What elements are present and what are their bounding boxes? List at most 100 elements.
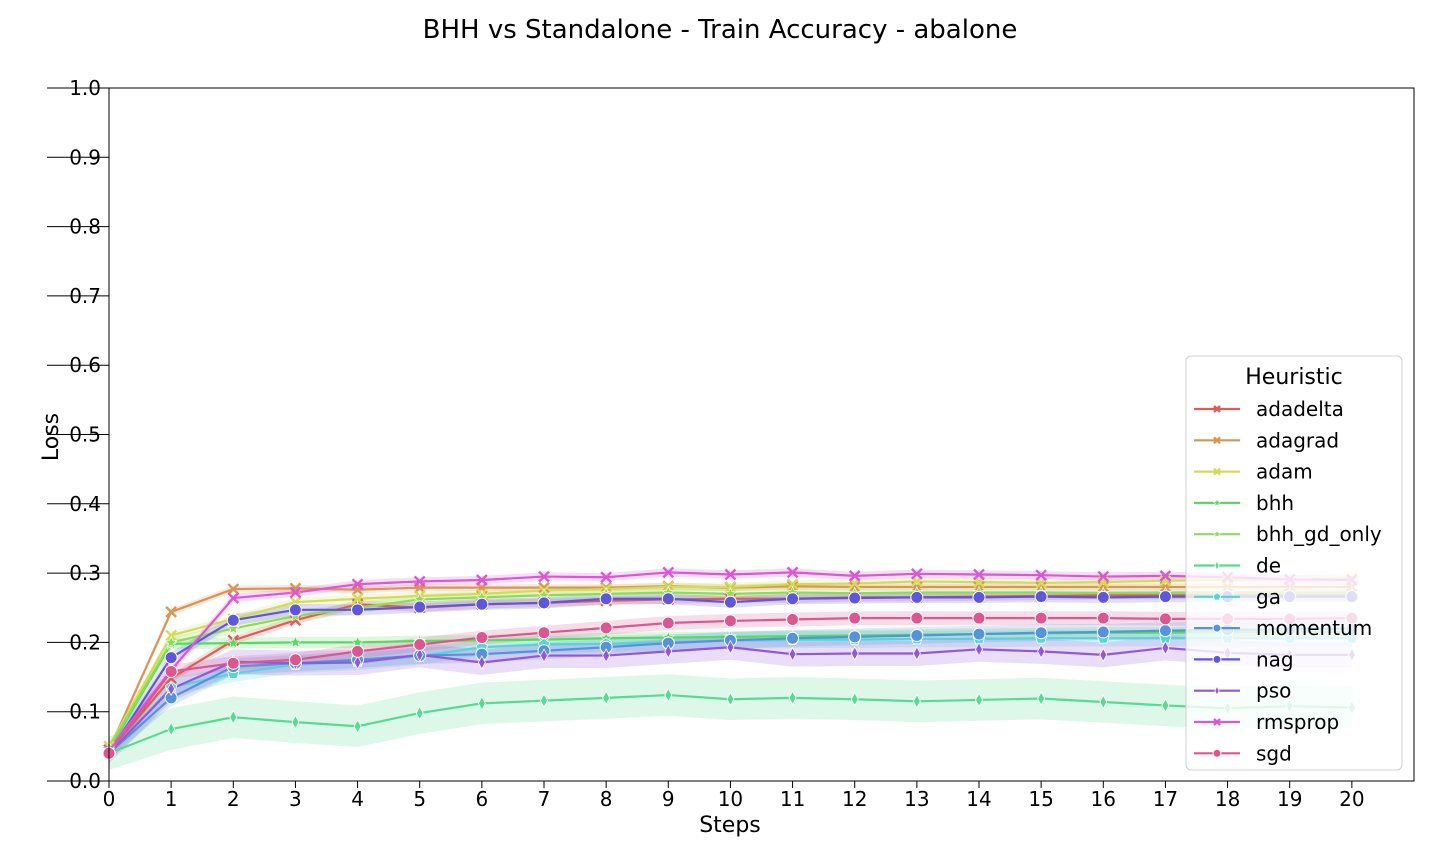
point-rmsprop — [848, 570, 861, 582]
band-ga — [109, 629, 1352, 760]
point-momentum — [786, 631, 800, 645]
point-rmsprop — [911, 567, 923, 580]
point-momentum — [910, 628, 924, 642]
legend-label-momentum: momentum — [1256, 616, 1372, 640]
point-rmsprop — [413, 575, 426, 588]
legend-marker-nag — [1212, 654, 1222, 664]
legend-label-adam: adam — [1256, 460, 1313, 484]
point-adadelta — [289, 614, 302, 627]
point-bhh — [288, 635, 302, 648]
point-nag — [413, 600, 427, 614]
legend-box — [1185, 355, 1403, 771]
point-sgd — [723, 614, 737, 628]
point-sgd — [972, 611, 986, 625]
point-rmsprop — [600, 571, 612, 584]
point-de — [602, 690, 611, 706]
point-de — [1161, 698, 1170, 713]
point-sgd — [661, 616, 675, 630]
y-tick-label: 0.6 — [69, 353, 101, 377]
point-de — [1099, 694, 1108, 710]
point-pso — [726, 639, 735, 655]
point-pso — [850, 646, 859, 661]
point-de — [477, 696, 486, 711]
point-de — [540, 693, 548, 708]
point-bhh-gd-only — [226, 621, 240, 635]
point-pso — [415, 647, 424, 663]
x-tick-label: 10 — [718, 787, 743, 811]
point-rmsprop — [289, 586, 302, 599]
band-pso — [109, 634, 1352, 764]
point-adam — [165, 629, 177, 642]
legend-marker-adagrad — [1213, 436, 1221, 445]
point-de — [726, 691, 735, 707]
point-sgd — [599, 621, 613, 635]
x-tick-label: 14 — [966, 787, 991, 811]
x-tick-label: 11 — [780, 787, 805, 811]
x-tick-label: 19 — [1277, 787, 1302, 811]
x-tick-label: 1 — [165, 787, 178, 811]
x-axis-ticks: 0 1 2 3 4 5 6 7 8 9 10 11 12 13 14 15 16 17 18 19 20 — [103, 781, 1365, 811]
point-adam — [1159, 574, 1172, 587]
legend-item-sgd: sgd — [1194, 741, 1292, 765]
point-bhh — [226, 636, 240, 649]
point-momentum — [848, 630, 862, 644]
point-sgd — [848, 611, 862, 625]
point-de — [850, 691, 859, 707]
y-tick-label: 0.1 — [69, 700, 101, 724]
legend-item-adam: adam — [1194, 460, 1313, 484]
point-pso — [602, 648, 611, 663]
legend-marker-ga — [1212, 592, 1222, 601]
legend-item-pso: pso — [1194, 679, 1291, 703]
point-momentum — [1034, 626, 1048, 640]
point-rmsprop — [786, 566, 799, 579]
point-sgd — [1034, 611, 1048, 625]
point-pso — [975, 641, 983, 657]
x-tick-label: 7 — [538, 787, 551, 811]
y-tick-label: 0.3 — [69, 561, 101, 585]
legend-item-de: de — [1194, 554, 1281, 578]
point-rmsprop — [724, 568, 737, 581]
x-tick-label: 13 — [904, 787, 929, 811]
point-sgd — [475, 631, 489, 645]
legend-item-ga: ga — [1194, 585, 1281, 609]
point-nag — [1034, 590, 1048, 604]
x-tick-label: 12 — [842, 787, 867, 811]
x-axis-label: Steps — [699, 813, 761, 838]
legend-label-bhh-gd-only: bhh_gd_only — [1256, 522, 1382, 546]
point-adagrad — [289, 582, 302, 595]
point-nag — [786, 592, 800, 606]
point-rmsprop — [662, 566, 675, 579]
x-tick-label: 9 — [662, 787, 675, 811]
point-de — [167, 721, 176, 737]
x-tick-label: 6 — [475, 787, 488, 811]
point-sgd — [537, 626, 551, 640]
point-de — [291, 714, 300, 730]
legend-label-pso: pso — [1256, 679, 1291, 703]
point-rmsprop — [1097, 570, 1110, 583]
point-rmsprop — [1035, 569, 1047, 582]
point-momentum — [972, 627, 986, 641]
x-tick-label: 5 — [413, 787, 426, 811]
legend-marker-rmsprop — [1213, 718, 1221, 726]
point-nag — [537, 596, 551, 610]
point-de — [788, 690, 797, 706]
point-de — [975, 692, 983, 708]
point-sgd — [413, 637, 427, 651]
legend-marker-sgd — [1212, 748, 1222, 758]
point-pso — [353, 655, 362, 670]
y-tick-label: 1.0 — [69, 76, 101, 100]
point-pso — [1037, 644, 1046, 659]
point-adam — [724, 581, 737, 593]
y-tick-label: 0.4 — [69, 492, 101, 516]
point-momentum — [1158, 624, 1172, 638]
point-adam — [351, 592, 364, 605]
legend-item-bhh-gd-only: bhh_gd_only — [1194, 522, 1382, 546]
point-pso — [1099, 647, 1108, 663]
y-axis-label: Loss — [39, 413, 64, 461]
point-nag — [1158, 590, 1172, 604]
legend-label-nag: nag — [1256, 647, 1294, 671]
x-tick-label: 17 — [1153, 787, 1178, 811]
chart-title: BHH vs Standalone - Train Accuracy - aba… — [423, 15, 1018, 45]
point-adagrad — [165, 606, 177, 618]
